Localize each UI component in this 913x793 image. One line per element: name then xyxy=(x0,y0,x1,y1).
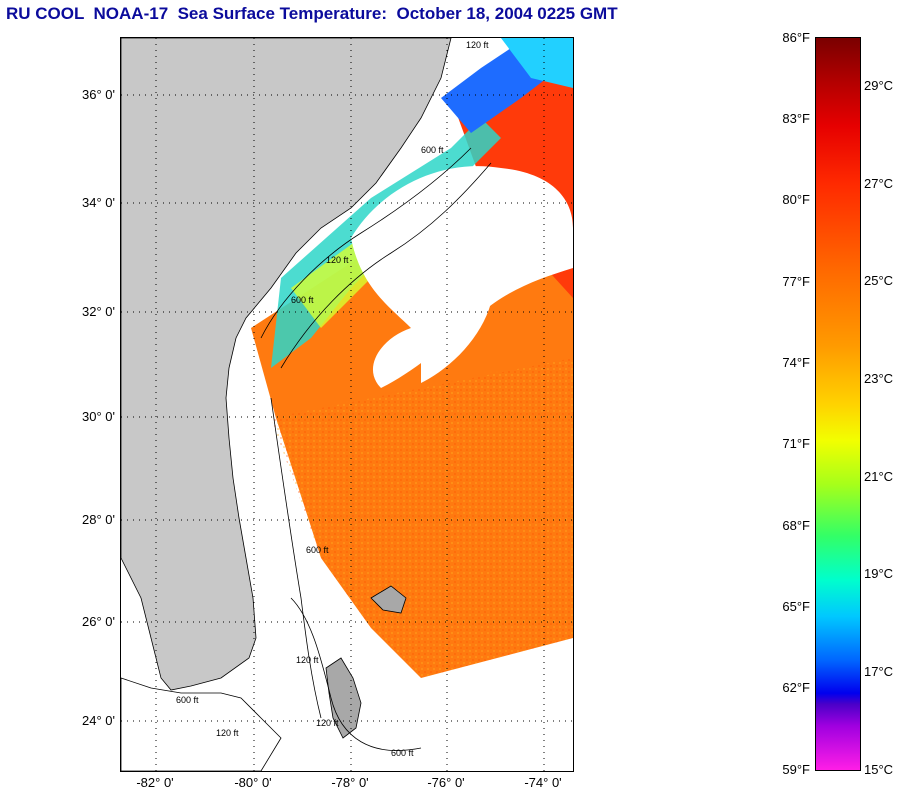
fahrenheit-label: 74°F xyxy=(782,355,810,370)
fahrenheit-label: 71°F xyxy=(782,436,810,451)
latitude-label: 26° 0' xyxy=(82,614,115,629)
celsius-label: 15°C xyxy=(864,762,894,777)
bathymetry-contour xyxy=(270,397,322,719)
sst-map-canvas: 120 ft 600 ft 120 ft 600 ft 600 ft 120 f… xyxy=(121,38,573,771)
bathymetry-label: 120 ft xyxy=(296,655,319,665)
latitude-label: 30° 0' xyxy=(82,409,115,424)
bathymetry-label: 120 ft xyxy=(216,728,239,738)
longitude-label: -82° 0' xyxy=(136,775,174,790)
fahrenheit-label: 59°F xyxy=(782,762,810,777)
fahrenheit-label: 68°F xyxy=(782,518,810,533)
celsius-label: 19°C xyxy=(864,566,894,581)
bathymetry-contour xyxy=(280,162,492,369)
cloud-area xyxy=(351,166,573,388)
latitude-label: 28° 0' xyxy=(82,512,115,527)
fahrenheit-label: 62°F xyxy=(782,680,810,695)
bathymetry-label: 600 ft xyxy=(176,695,199,705)
celsius-label: 21°C xyxy=(864,469,894,484)
sst-cyan-north xyxy=(501,38,573,88)
longitude-label: -78° 0' xyxy=(331,775,369,790)
fahrenheit-label: 80°F xyxy=(782,192,810,207)
celsius-label: 23°C xyxy=(864,371,894,386)
bathymetry-label: 120 ft xyxy=(466,40,489,50)
land-mass xyxy=(121,677,282,771)
celsius-label: 25°C xyxy=(864,273,894,288)
latitude-label: 24° 0' xyxy=(82,713,115,728)
celsius-label: 27°C xyxy=(864,176,894,191)
sst-map: 120 ft 600 ft 120 ft 600 ft 600 ft 120 f… xyxy=(120,37,574,772)
land-mass xyxy=(121,38,452,691)
sst-grain-overlay xyxy=(271,358,573,678)
map-title: RU COOL NOAA-17 Sea Surface Temperature:… xyxy=(6,4,618,23)
fahrenheit-label: 77°F xyxy=(782,274,810,289)
bathymetry-label: 600 ft xyxy=(306,545,329,555)
celsius-label: 17°C xyxy=(864,664,894,679)
bathymetry-label: 120 ft xyxy=(316,718,339,728)
island xyxy=(325,657,362,739)
fahrenheit-label: 65°F xyxy=(782,599,810,614)
cloud-area xyxy=(421,301,491,383)
bathymetry-label: 600 ft xyxy=(291,295,314,305)
latitude-label: 34° 0' xyxy=(82,195,115,210)
bathymetry-label: 600 ft xyxy=(421,145,444,155)
longitude-label: -74° 0' xyxy=(524,775,562,790)
latitude-label: 32° 0' xyxy=(82,304,115,319)
bathymetry-contour xyxy=(290,597,422,751)
fahrenheit-label: 86°F xyxy=(782,30,810,45)
latitude-label: 36° 0' xyxy=(82,87,115,102)
bathymetry-label: 600 ft xyxy=(391,748,414,758)
longitude-label: -80° 0' xyxy=(234,775,272,790)
graticule xyxy=(121,38,573,771)
fahrenheit-label: 83°F xyxy=(782,111,810,126)
longitude-label: -76° 0' xyxy=(427,775,465,790)
celsius-label: 29°C xyxy=(864,78,894,93)
temperature-colorbar xyxy=(815,37,861,771)
island xyxy=(370,585,407,614)
bathymetry-label: 120 ft xyxy=(326,255,349,265)
bathymetry-contour xyxy=(260,147,472,339)
